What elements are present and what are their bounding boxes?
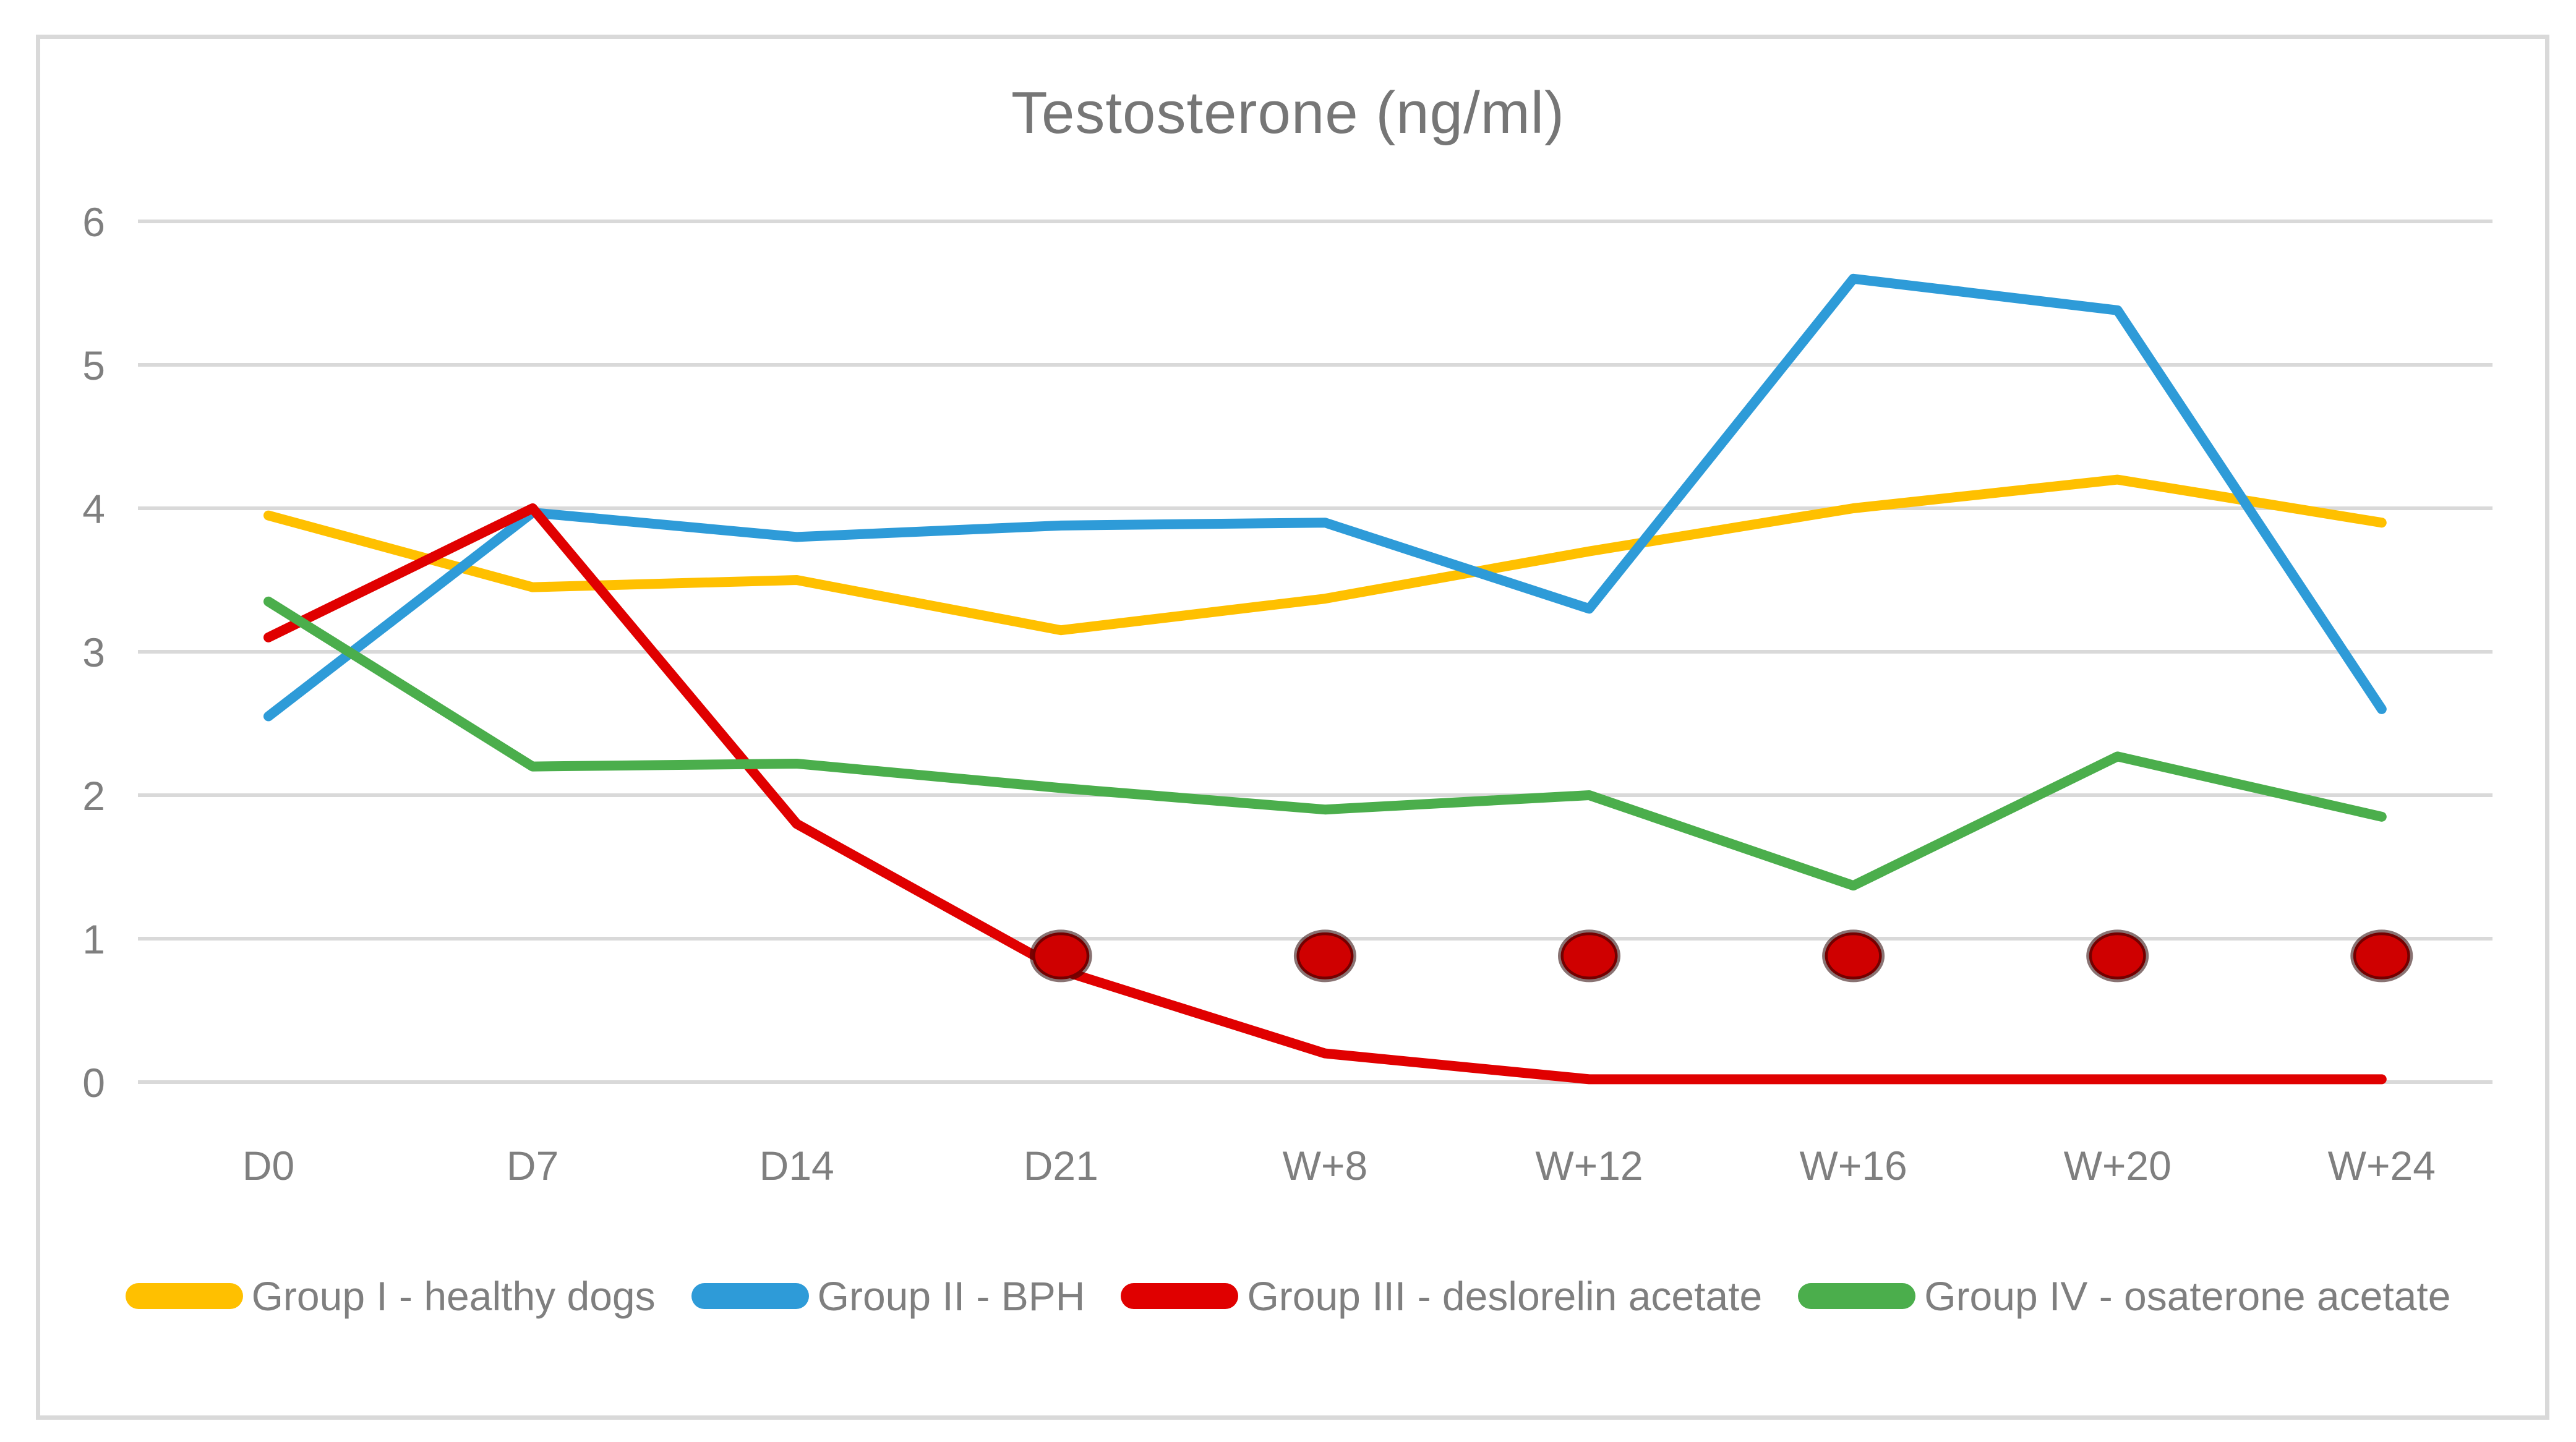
series-line-group-iv — [263, 596, 2387, 891]
significance-marker-D21 — [1029, 929, 1092, 983]
legend-label-group-ii: Group II - BPH — [817, 1273, 1085, 1319]
legend-swatch-group-i — [125, 1283, 243, 1309]
y-axis-tick-label-2: 2 — [82, 773, 105, 819]
legend-label-group-i: Group I - healthy dogs — [251, 1273, 656, 1319]
x-axis-tick-label-D0: D0 — [242, 1143, 294, 1188]
x-axis-tick-label-W+8: W+8 — [1283, 1143, 1368, 1188]
series-line-group-iii — [263, 503, 2387, 1085]
y-axis-tick-label-0: 0 — [82, 1060, 105, 1106]
figure-border — [36, 35, 2549, 1420]
x-axis-tick-label-D14: D14 — [760, 1143, 834, 1188]
x-axis-tick-label-D7: D7 — [507, 1143, 558, 1188]
legend: Group I - healthy dogs Group II - BPH Gr… — [0, 1273, 2576, 1320]
chart-title: Testosterone (ng/ml) — [1011, 80, 1565, 146]
series-line-group-ii — [263, 273, 2387, 722]
significance-marker-W+16 — [1822, 929, 1885, 983]
y-axis-tick-label-3: 3 — [82, 629, 105, 675]
x-axis-tick-label-W+16: W+16 — [1799, 1143, 1907, 1188]
legend-item-group-i: Group I - healthy dogs — [125, 1273, 656, 1320]
legend-swatch-group-iii — [1121, 1283, 1239, 1309]
legend-label-group-iii: Group III - deslorelin acetate — [1247, 1273, 1763, 1319]
legend-swatch-group-ii — [691, 1283, 809, 1309]
legend-item-group-iii: Group III - deslorelin acetate — [1121, 1273, 1762, 1320]
significance-marker-W+12 — [1558, 929, 1620, 983]
y-axis-tick-label-5: 5 — [82, 343, 105, 388]
significance-marker-W+24 — [2350, 929, 2413, 983]
x-axis-tick-label-W+24: W+24 — [2328, 1143, 2436, 1188]
series-line-group-i — [263, 474, 2387, 636]
y-axis-tick-label-1: 1 — [82, 916, 105, 962]
significance-marker-W+8 — [1293, 929, 1356, 983]
x-axis-tick-label-W+20: W+20 — [2064, 1143, 2172, 1188]
legend-item-group-iv: Group IV - osaterone acetate — [1798, 1273, 2450, 1320]
legend-swatch-group-iv — [1798, 1283, 1916, 1309]
legend-item-group-ii: Group II - BPH — [691, 1273, 1085, 1320]
y-axis-tick-label-6: 6 — [82, 199, 105, 245]
x-axis-tick-label-D21: D21 — [1024, 1143, 1098, 1188]
significance-marker-W+20 — [2086, 929, 2149, 983]
x-axis-tick-label-W+12: W+12 — [1535, 1143, 1643, 1188]
y-axis-tick-label-4: 4 — [82, 486, 105, 532]
legend-label-group-iv: Group IV - osaterone acetate — [1924, 1273, 2451, 1319]
